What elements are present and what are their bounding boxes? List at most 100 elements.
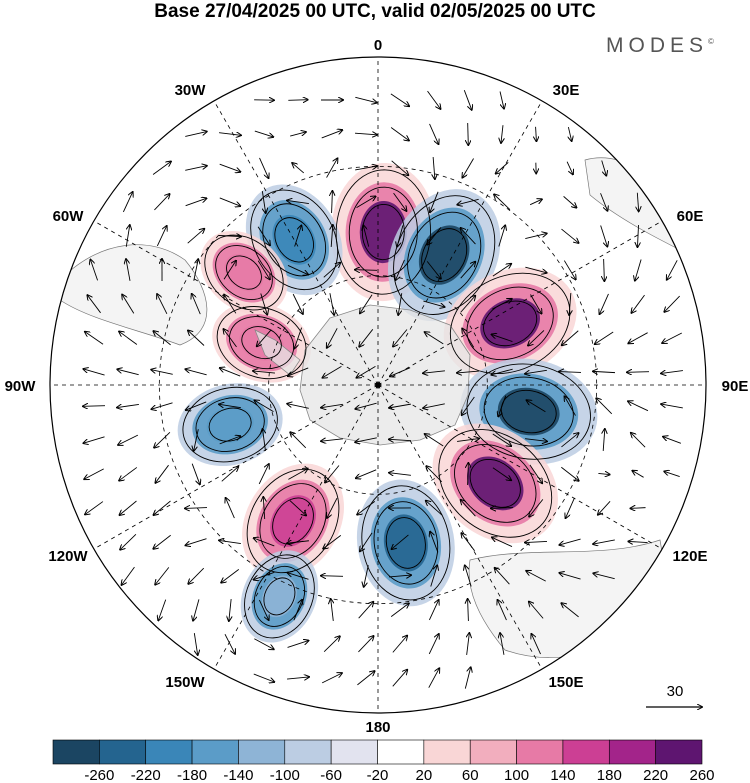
- wind-vector: [499, 91, 504, 108]
- lon-label-90e: 90E: [722, 378, 749, 395]
- wind-vector: [628, 401, 649, 412]
- wind-vector: [258, 464, 269, 485]
- wind-vector: [525, 266, 546, 273]
- wind-vector: [561, 603, 579, 618]
- wind-vector: [287, 677, 309, 679]
- lon-label-60w: 60W: [53, 208, 85, 225]
- brand-name: MODES: [606, 34, 709, 57]
- wind-vector: [393, 329, 408, 346]
- wind-vector: [600, 293, 609, 314]
- contour-line: [195, 397, 265, 452]
- reference-vector-label: 30: [667, 683, 684, 700]
- lon-label-30e: 30E: [553, 82, 580, 99]
- wind-vector: [360, 532, 373, 551]
- wind-vector: [191, 463, 200, 485]
- wind-vector: [465, 565, 472, 587]
- wind-vector: [364, 565, 369, 587]
- wind-vector: [428, 634, 439, 655]
- wind-vector: [186, 538, 207, 546]
- wind-vector: [664, 471, 680, 477]
- colorbar-box: [52, 739, 100, 765]
- wind-vector: [526, 571, 546, 582]
- wind-vector: [258, 599, 268, 620]
- lon-label-150w: 150W: [165, 674, 205, 691]
- wind-vector: [467, 633, 470, 655]
- wind-vector: [664, 295, 680, 312]
- contour-line: [244, 554, 315, 639]
- colorbar-box: [284, 739, 332, 765]
- wind-vector: [125, 225, 129, 247]
- anomaly-fill: [383, 514, 428, 572]
- wind-vector: [253, 371, 275, 373]
- lon-label-30w: 30W: [175, 82, 207, 99]
- wind-vector: [491, 368, 513, 375]
- wind-vector: [185, 508, 208, 509]
- wind-vector: [152, 162, 171, 175]
- wind-vector: [126, 259, 131, 281]
- contour-line: [215, 245, 273, 301]
- wind-vector: [425, 434, 444, 447]
- wind-vector: [119, 467, 138, 480]
- wind-vector: [219, 436, 241, 445]
- colorbar-tick-label: 60: [462, 767, 479, 783]
- wind-vector: [596, 398, 613, 415]
- map-disc: [50, 57, 706, 713]
- wind-vector: [219, 133, 241, 136]
- wind-vector: [536, 126, 537, 141]
- wind-vector: [598, 501, 611, 514]
- wind-vector: [321, 130, 343, 139]
- wind-vector: [185, 198, 207, 207]
- wind-vector: [223, 261, 236, 280]
- reference-vector: 30: [646, 683, 702, 707]
- lon-label-0: 0: [374, 37, 382, 54]
- wind-vector: [496, 162, 509, 173]
- wind-vector: [331, 225, 333, 248]
- wind-vector: [565, 396, 576, 416]
- wind-vector: [254, 130, 273, 137]
- wind-vector: [561, 228, 578, 243]
- wind-vector: [263, 497, 264, 520]
- wind-vector: [185, 369, 207, 376]
- wind-vector: [260, 293, 267, 314]
- south-pole-marker: [375, 382, 381, 388]
- wind-vector: [253, 673, 274, 682]
- meridian-line: [213, 384, 379, 670]
- contour-line: [241, 326, 282, 360]
- colorbar-tick-label: 180: [597, 767, 622, 783]
- colorbar-box: [562, 739, 610, 765]
- wind-vector: [84, 468, 104, 479]
- wind-vector: [389, 403, 411, 408]
- wind-vector: [495, 568, 510, 585]
- colorbar-ticks: -260 -220 -180 -140 -100 -60 -20 20 60 100 140 180 2…: [84, 767, 714, 783]
- wind-vector: [354, 133, 377, 135]
- wind-vector: [396, 259, 405, 280]
- wind-vector: [193, 259, 198, 281]
- wind-vector: [603, 429, 605, 452]
- colorbar-tick-label: -20: [367, 767, 389, 783]
- wind-vector: [627, 372, 650, 373]
- colorbar-tick-label: 260: [689, 767, 714, 783]
- wind-vector: [498, 600, 507, 621]
- wind-vector: [289, 500, 306, 516]
- wind-vector: [661, 404, 683, 409]
- wind-vector: [468, 463, 469, 486]
- wind-vector: [388, 575, 411, 577]
- wind-vector: [460, 262, 476, 279]
- wind-vector: [287, 404, 309, 409]
- wind-vector: [463, 90, 471, 110]
- colorbar-box: [655, 739, 703, 765]
- wind-vector: [529, 199, 542, 206]
- map-border: [49, 56, 707, 714]
- wind-vector: [327, 328, 338, 347]
- contour-line: [393, 195, 496, 315]
- wind-vector: [600, 225, 608, 247]
- wind-vector: [663, 437, 682, 444]
- wind-vector: [356, 469, 377, 478]
- contour-line: [253, 565, 306, 627]
- anomaly-trough-105w: [177, 383, 283, 467]
- lon-label-90w: 90W: [5, 378, 37, 395]
- wind-vector: [294, 327, 303, 349]
- anomaly-trough-170e: [356, 479, 455, 607]
- wind-vector: [393, 192, 407, 211]
- wind-vector: [194, 429, 199, 451]
